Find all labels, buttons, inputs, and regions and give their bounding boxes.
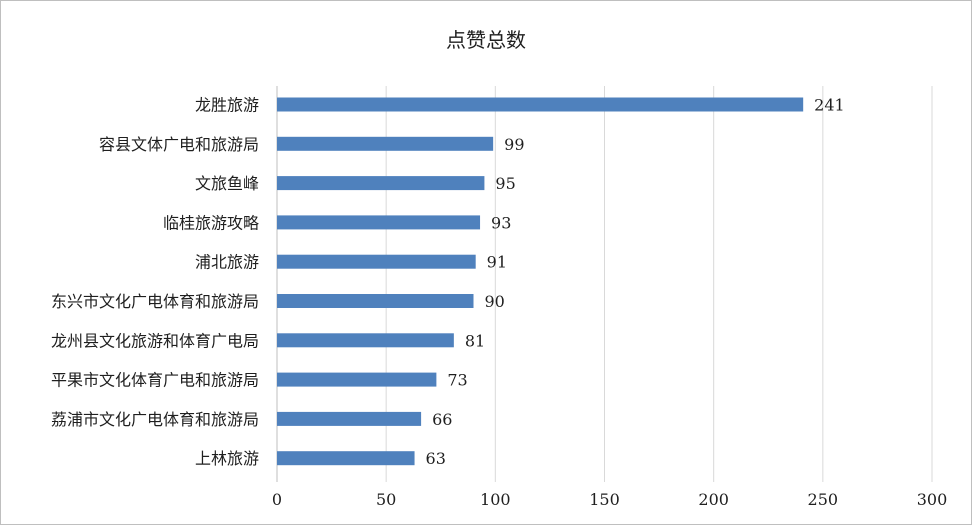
bar [277,294,474,308]
data-label: 95 [495,174,515,193]
gridlines [276,86,933,482]
category-label: 临桂旅游攻略 [163,213,259,232]
x-tick-label: 150 [589,490,620,509]
data-label: 66 [432,410,452,429]
bar [277,254,476,269]
x-tick-label: 100 [480,490,511,509]
x-tick-label: 250 [808,490,839,509]
data-label: 241 [814,96,845,115]
bar [277,136,494,151]
data-label: 73 [447,371,467,390]
x-tick-label: 200 [698,490,729,509]
category-label: 平果市文化体育广电和旅游局 [51,371,259,390]
category-labels: 龙胜旅游容县文体广电和旅游局文旅鱼峰临桂旅游攻略浦北旅游东兴市文化广电体育和旅游… [51,96,259,469]
x-tick-label: 50 [376,490,396,509]
bar [277,215,481,230]
category-label: 容县文体广电和旅游局 [99,135,259,154]
category-label: 龙胜旅游 [195,96,259,115]
data-label: 91 [487,253,507,272]
bar [277,451,415,466]
bars [277,97,804,466]
bar [277,176,485,191]
bar [277,372,437,387]
category-label: 东兴市文化广电体育和旅游局 [51,292,259,311]
x-axis-ticks: 0 50 100 150 200 250 300 [272,490,947,509]
data-label: 93 [491,213,511,232]
data-label: 90 [485,292,505,311]
category-label: 文旅鱼峰 [195,174,259,193]
category-label: 浦北旅游 [195,253,259,272]
data-label: 63 [426,449,446,468]
bar [277,97,804,112]
category-label: 龙州县文化旅游和体育广电局 [51,331,259,350]
bar [277,333,454,348]
category-label: 荔浦市文化广电体育和旅游局 [51,410,259,429]
chart-title: 点赞总数 [446,28,526,52]
x-tick-label: 0 [272,490,282,509]
x-tick-label: 300 [917,490,948,509]
bar [277,411,422,426]
data-label: 99 [504,135,524,154]
value-labels: 241 99 95 93 91 90 81 73 66 63 [426,96,845,469]
category-label: 上林旅游 [195,449,259,468]
data-label: 81 [465,331,485,350]
